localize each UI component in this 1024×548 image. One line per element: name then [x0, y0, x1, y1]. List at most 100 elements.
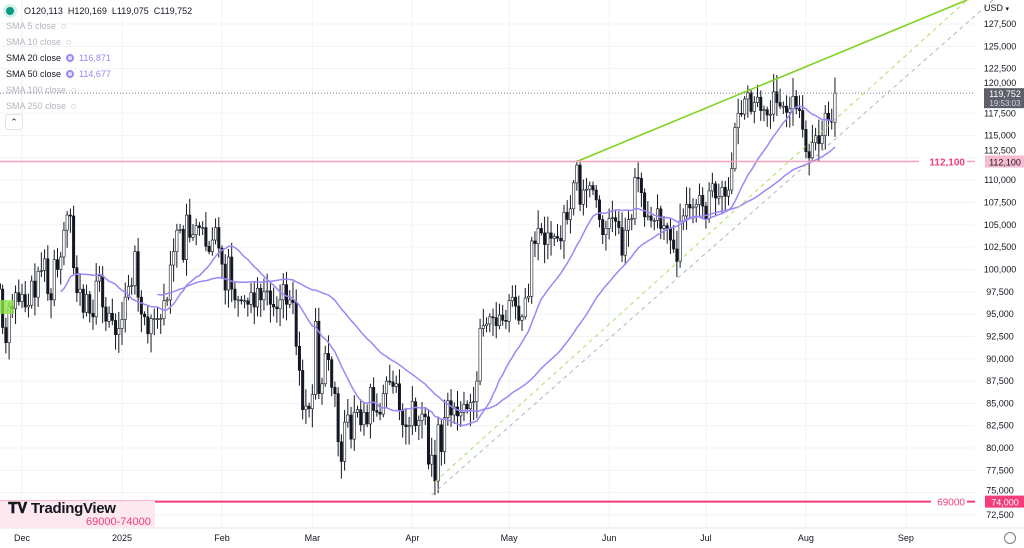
candle-body	[778, 102, 782, 107]
candle-body	[788, 108, 792, 113]
y-axis-tick-label: 110,000	[984, 175, 1016, 185]
x-axis-tick-label: Dec	[14, 533, 31, 543]
sma-toggle-icon[interactable]	[66, 54, 75, 62]
currency-label: USD	[984, 3, 1004, 13]
candle-body	[249, 292, 253, 305]
candle-body	[656, 208, 660, 221]
candle-body	[68, 214, 72, 217]
y-axis-tick-label: 85,000	[986, 398, 1014, 408]
collapse-legend-button[interactable]: ⌃	[5, 114, 23, 130]
candle-body	[559, 237, 563, 242]
candle-body	[594, 189, 598, 201]
indicator-sma[interactable]: SMA 50 close 114,677	[6, 66, 192, 82]
sma-toggle-icon[interactable]	[66, 70, 75, 78]
candle-body	[701, 195, 705, 207]
candle-body	[143, 313, 147, 318]
candle-body	[49, 293, 53, 301]
indicator-sma[interactable]: SMA 100 close ◌	[6, 82, 192, 98]
candle-body	[91, 312, 95, 318]
candle-body	[368, 387, 372, 425]
candle-body	[430, 454, 434, 465]
axis-settings-icon[interactable]	[1004, 532, 1016, 544]
indicator-sma[interactable]: SMA 10 close ◌	[6, 34, 192, 50]
eye-hidden-icon[interactable]: ◌	[66, 37, 72, 47]
candle-body	[23, 294, 27, 308]
candle-body	[575, 164, 579, 184]
candle-body	[456, 406, 460, 417]
candle-body	[449, 400, 453, 416]
candle-body	[530, 240, 534, 297]
tradingview-logo-area: 𝐓𝐕 TradingView 69000-74000	[0, 501, 155, 528]
indicator-sma[interactable]: SMA 5 close ◌	[6, 18, 192, 34]
candle-body	[323, 353, 327, 385]
candle-body	[520, 316, 524, 321]
indicator-sma[interactable]: SMA 250 close ◌	[6, 98, 192, 114]
candle-body	[255, 287, 259, 308]
candle-body	[220, 247, 224, 265]
x-axis-tick-label: May	[501, 533, 519, 543]
candle-body	[94, 280, 98, 318]
candle-body	[588, 185, 592, 190]
indicator-label: SMA 100 close	[6, 85, 67, 95]
candle-body	[685, 204, 689, 217]
candle-body	[507, 300, 511, 322]
trend-line[interactable]	[576, 0, 968, 163]
y-axis-tick-label: 107,500	[984, 198, 1017, 208]
candle-body	[333, 387, 337, 394]
indicator-label: SMA 10 close	[6, 37, 62, 47]
candle-body	[120, 319, 124, 329]
candle-body	[436, 424, 440, 482]
eye-hidden-icon[interactable]: ◌	[71, 101, 77, 111]
y-axis-tick-label: 95,000	[986, 309, 1014, 319]
candle-body	[272, 304, 276, 308]
tradingview-logo[interactable]: 𝐓𝐕 TradingView	[8, 501, 116, 517]
candle-body	[639, 178, 643, 194]
candle-body	[552, 236, 556, 239]
trend-line[interactable]	[434, 0, 968, 483]
candle-body	[391, 381, 395, 387]
x-axis-tick-label: Jun	[602, 533, 617, 543]
candle-body	[226, 256, 230, 291]
candle-body	[730, 168, 734, 191]
candle-body	[617, 220, 621, 228]
sma-20-line	[60, 105, 836, 427]
candle-body	[443, 417, 447, 452]
candle-body	[726, 189, 730, 197]
candle-body	[36, 270, 40, 298]
candle-body	[491, 316, 495, 319]
candle-body	[107, 312, 111, 322]
ohlc-values: O120,113 H120,169 L119,075 C119,752	[24, 6, 193, 16]
indicator-value: 114,677	[79, 69, 111, 79]
x-axis-tick-label: 2025	[112, 533, 132, 543]
candle-body	[278, 299, 282, 310]
candle-body	[252, 292, 256, 308]
candle-body	[546, 232, 550, 245]
candle-body	[197, 225, 201, 228]
x-axis-tick-label: Feb	[214, 533, 230, 543]
candle-body	[533, 240, 537, 244]
candle-body	[652, 220, 656, 222]
candle-body	[191, 234, 195, 238]
logo-text: TradingView	[30, 500, 116, 517]
candle-body	[288, 299, 292, 305]
eye-hidden-icon[interactable]: ◌	[61, 21, 67, 31]
candle-body	[539, 228, 543, 234]
candle-body	[339, 441, 343, 462]
candle-body	[426, 416, 430, 465]
candle-body	[736, 112, 740, 128]
indicator-sma[interactable]: SMA 20 close 116,871	[6, 50, 192, 66]
currency-selector[interactable]: USD ▾	[984, 3, 1009, 13]
candle-body	[52, 259, 56, 301]
level-axis-label: 74,000	[991, 498, 1019, 508]
candle-body	[501, 314, 505, 321]
eye-hidden-icon[interactable]: ◌	[71, 85, 77, 95]
candle-body	[494, 317, 498, 327]
candle-body	[488, 316, 492, 325]
candle-body	[785, 105, 789, 113]
drawing-marker	[0, 300, 14, 314]
candle-body	[110, 312, 114, 321]
tv-logo-icon: 𝐓𝐕	[8, 500, 28, 517]
candle-body	[752, 102, 756, 112]
candle-body	[317, 320, 321, 394]
